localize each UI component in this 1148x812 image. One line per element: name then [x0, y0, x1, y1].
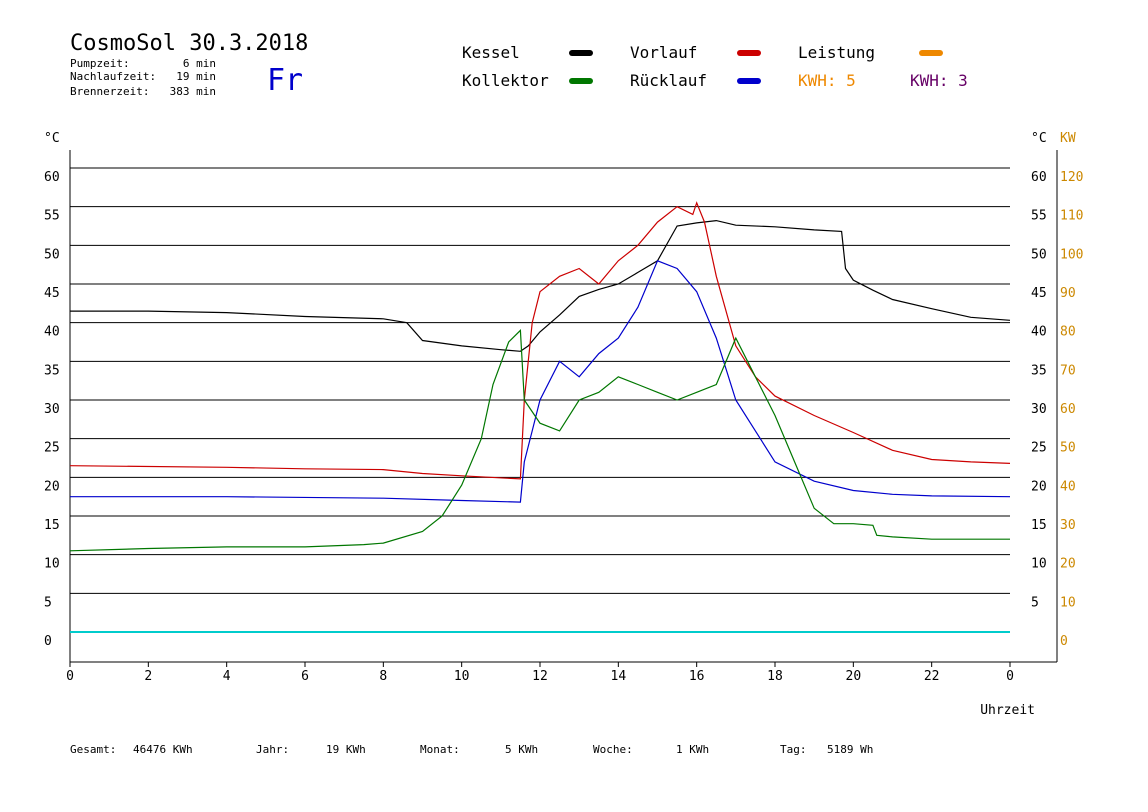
y-axis-unit-right: °C [1031, 131, 1047, 146]
burner-time-value: 383 min [170, 85, 216, 98]
x-tick-label: 22 [924, 669, 940, 684]
x-tick-label: 8 [379, 669, 387, 684]
series-line-kollektor [69, 329, 1010, 552]
y2-tick-label: 10 [1060, 595, 1076, 610]
y2-tick-label: 0 [1060, 634, 1068, 649]
series-line-ruecklauf [70, 260, 1011, 503]
legend-kwh-total: KWH: 5 [798, 71, 856, 90]
after-run-label: Nachlaufzeit: [70, 70, 156, 83]
pump-time-value: 6 min [183, 57, 216, 70]
footer-day-value: 5189 Wh [827, 743, 873, 756]
legend-leistung-label: Leistung [798, 43, 875, 62]
y2-tick-label: 70 [1060, 363, 1076, 378]
y-tick-label-left: 15 [44, 518, 60, 533]
y2-ticks: 0 10 20 30 40 50 60 70 80 90 100 110 120 [1060, 170, 1083, 649]
y-tick-label-left: 0 [44, 634, 52, 649]
y2-tick-label: 50 [1060, 441, 1076, 456]
x-tick-label: 6 [301, 669, 309, 684]
y-tick-label-right: 60 [1031, 170, 1047, 185]
x-tick-label: 14 [611, 669, 627, 684]
series-line-kessel [70, 219, 1011, 352]
chart-title: CosmoSol 30.3.2018 [70, 31, 308, 56]
after-run-value: 19 min [176, 70, 216, 83]
y2-tick-label: 100 [1060, 247, 1083, 262]
weekday-label: Fr [267, 63, 303, 98]
x-tick-label: 18 [767, 669, 783, 684]
y-tick-label-left: 30 [44, 402, 60, 417]
y-tick-label-right: 15 [1031, 518, 1047, 533]
footer-week-label: Woche: [593, 743, 633, 756]
footer-day-label: Tag: [780, 743, 807, 756]
y2-tick-label: 60 [1060, 402, 1076, 417]
x-tick-label: 16 [689, 669, 705, 684]
y-tick-label-right: 35 [1031, 363, 1047, 378]
y-tick-label-left: 40 [44, 325, 60, 340]
x-tick-label: 4 [223, 669, 231, 684]
x-ticks: 0 2 4 6 8 10 12 14 16 18 20 22 0 [66, 662, 1014, 684]
y-tick-label-left: 5 [44, 595, 52, 610]
x-tick-label: 12 [532, 669, 548, 684]
x-tick-label: 2 [144, 669, 152, 684]
y2-tick-label: 30 [1060, 518, 1076, 533]
legend-vorlauf-label: Vorlauf [630, 43, 697, 62]
axes [69, 150, 1058, 663]
y-tick-label-left: 10 [44, 557, 60, 572]
y-tick-label-right: 30 [1031, 402, 1047, 417]
x-tick-label: 0 [1006, 669, 1014, 684]
x-tick-label: 10 [454, 669, 470, 684]
footer-total-value: 46476 KWh [133, 743, 193, 756]
y-tick-label-right: 50 [1031, 247, 1047, 262]
footer-year-value: 19 KWh [326, 743, 366, 756]
legend-kwh-secondary: KWH: 3 [910, 71, 968, 90]
y-ticks-right: 5 10 15 20 25 30 35 40 45 50 55 60 [1031, 170, 1047, 610]
y-tick-label-left: 35 [44, 363, 60, 378]
y-tick-label-left: 60 [44, 170, 60, 185]
y2-tick-label: 110 [1060, 209, 1083, 224]
legend-kessel-label: Kessel [462, 43, 520, 62]
legend-ruecklauf-label: Rücklauf [630, 71, 707, 90]
grid-lines [70, 167, 1010, 594]
y-tick-label-left: 20 [44, 479, 60, 494]
y-axis-unit-left: °C [44, 131, 60, 146]
y2-tick-label: 90 [1060, 286, 1076, 301]
x-tick-label: 20 [846, 669, 862, 684]
y-tick-label-right: 5 [1031, 595, 1039, 610]
pump-time-label: Pumpzeit: [70, 57, 130, 70]
series-line-vorlauf [69, 201, 1011, 480]
y-tick-label-right: 10 [1031, 557, 1047, 572]
y-tick-label-left: 45 [44, 286, 60, 301]
x-axis-label: Uhrzeit [980, 703, 1035, 718]
y2-axis-unit: KW [1060, 131, 1076, 146]
y-tick-label-left: 55 [44, 209, 60, 224]
y2-tick-label: 40 [1060, 479, 1076, 494]
footer-month-label: Monat: [420, 743, 460, 756]
footer-total-label: Gesamt: [70, 743, 116, 756]
footer-month-value: 5 KWh [505, 743, 538, 756]
y-tick-label-left: 25 [44, 441, 60, 456]
y-tick-label-right: 45 [1031, 286, 1047, 301]
legend-kollektor-label: Kollektor [462, 71, 549, 90]
footer-week-value: 1 KWh [676, 743, 709, 756]
series-lines [69, 201, 1011, 552]
y-tick-label-right: 25 [1031, 441, 1047, 456]
y-tick-label-right: 55 [1031, 209, 1047, 224]
y-ticks-left: 0 5 10 15 20 25 30 35 40 45 50 55 60 [44, 170, 60, 649]
y-tick-label-right: 40 [1031, 325, 1047, 340]
y2-tick-label: 20 [1060, 557, 1076, 572]
footer-year-label: Jahr: [256, 743, 289, 756]
x-tick-label: 0 [66, 669, 74, 684]
y2-tick-label: 80 [1060, 325, 1076, 340]
burner-time-label: Brennerzeit: [70, 85, 149, 98]
y2-tick-label: 120 [1060, 170, 1083, 185]
y-tick-label-left: 50 [44, 247, 60, 262]
y-tick-label-right: 20 [1031, 479, 1047, 494]
